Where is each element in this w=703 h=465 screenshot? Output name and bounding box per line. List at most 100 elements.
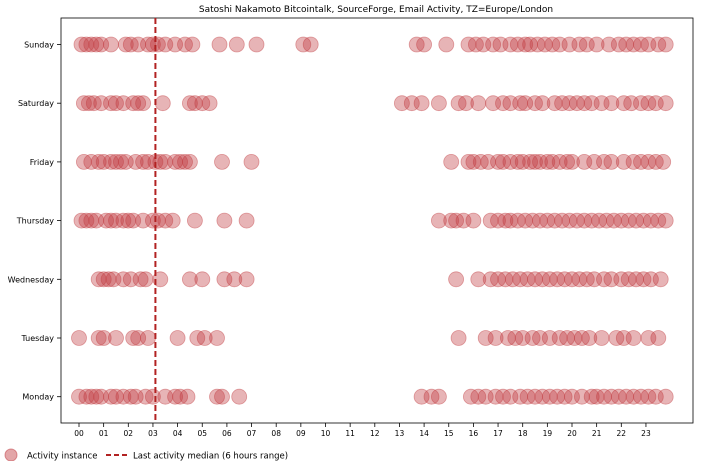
activity-point <box>248 36 265 53</box>
activity-point <box>76 153 92 170</box>
x-tick-label: 18 <box>518 429 528 438</box>
activity-point <box>529 36 546 53</box>
x-tick-label: 21 <box>592 429 602 438</box>
activity-point <box>593 330 610 346</box>
activity-point <box>640 95 657 112</box>
activity-point <box>522 36 538 53</box>
activity-point <box>492 36 509 53</box>
activity-point <box>127 153 144 170</box>
x-tick-label: 23 <box>641 429 651 438</box>
activity-point <box>490 271 506 288</box>
activity-point <box>462 388 479 405</box>
activity-point <box>549 388 566 405</box>
activity-point <box>509 36 526 53</box>
activity-point <box>561 212 578 229</box>
activity-point <box>485 36 502 53</box>
activity-point <box>167 153 184 170</box>
activity-point <box>423 388 440 405</box>
activity-point <box>103 36 119 53</box>
activity-point <box>578 271 595 288</box>
x-tick-label: 15 <box>444 429 454 438</box>
activity-point <box>643 212 659 229</box>
activity-point <box>512 388 529 405</box>
x-tick-label: 13 <box>395 429 405 438</box>
activity-point <box>603 95 620 112</box>
activity-point <box>576 153 593 170</box>
activity-point <box>95 153 112 170</box>
activity-point <box>539 212 556 229</box>
y-tick-label: Monday <box>22 393 54 402</box>
activity-point <box>615 330 632 346</box>
activity-point <box>603 388 620 405</box>
activity-point <box>460 153 477 170</box>
activity-point <box>625 36 642 53</box>
activity-point <box>78 388 95 405</box>
activity-point <box>551 330 568 346</box>
activity-point <box>517 95 534 112</box>
y-tick-label: Wednesday <box>8 275 55 284</box>
activity-point <box>132 271 149 288</box>
activity-point <box>502 212 519 229</box>
activity-point <box>480 153 497 170</box>
legend: Activity instance Last activity median (… <box>4 448 288 462</box>
activity-point <box>73 36 90 53</box>
activity-point <box>588 388 605 405</box>
activity-point <box>211 36 228 53</box>
activity-point <box>643 271 659 288</box>
activity-point <box>650 212 667 229</box>
activity-point <box>623 95 640 112</box>
activity-point <box>231 388 248 405</box>
activity-point <box>443 212 460 229</box>
activity-point <box>214 388 230 405</box>
activity-point <box>578 36 595 53</box>
activity-point <box>534 388 551 405</box>
activity-point <box>458 95 474 112</box>
activity-point <box>167 388 184 405</box>
activity-point <box>517 212 534 229</box>
activity-point <box>144 212 161 229</box>
activity-point <box>83 153 100 170</box>
activity-point <box>610 388 627 405</box>
activity-point <box>554 212 570 229</box>
activity-point <box>635 212 652 229</box>
activity-point <box>209 330 225 346</box>
activity-point <box>181 95 198 112</box>
activity-point <box>216 271 233 288</box>
activity-point <box>532 153 548 170</box>
activity-point <box>108 330 124 346</box>
activity-point <box>152 153 169 170</box>
activity-point <box>117 36 134 53</box>
activity-point <box>137 388 154 405</box>
activity-point <box>108 388 124 405</box>
activity-point <box>78 36 95 53</box>
x-tick-label: 06 <box>222 429 232 438</box>
activity-point <box>393 95 410 112</box>
x-tick-label: 07 <box>247 429 257 438</box>
activity-point <box>93 36 110 53</box>
activity-point <box>115 95 132 112</box>
activity-point <box>169 330 186 346</box>
activity-point <box>477 388 494 405</box>
activity-point <box>78 212 95 229</box>
activity-point <box>569 212 585 229</box>
activity-point <box>108 95 124 112</box>
activity-point <box>618 388 635 405</box>
activity-point <box>519 388 536 405</box>
activity-point <box>517 36 534 53</box>
activity-point <box>583 95 600 112</box>
activity-point <box>103 153 119 170</box>
activity-point <box>566 330 583 346</box>
activity-point <box>103 388 119 405</box>
activity-point <box>603 153 620 170</box>
activity-point <box>576 212 593 229</box>
x-tick-label: 17 <box>493 429 503 438</box>
activity-point <box>546 212 563 229</box>
activity-point <box>657 95 674 112</box>
activity-point <box>88 212 105 229</box>
activity-point <box>596 271 612 288</box>
x-tick-label: 01 <box>99 429 109 438</box>
activity-point <box>93 388 110 405</box>
activity-point <box>655 153 672 170</box>
activity-point <box>108 212 124 229</box>
x-tick-label: 05 <box>197 429 207 438</box>
